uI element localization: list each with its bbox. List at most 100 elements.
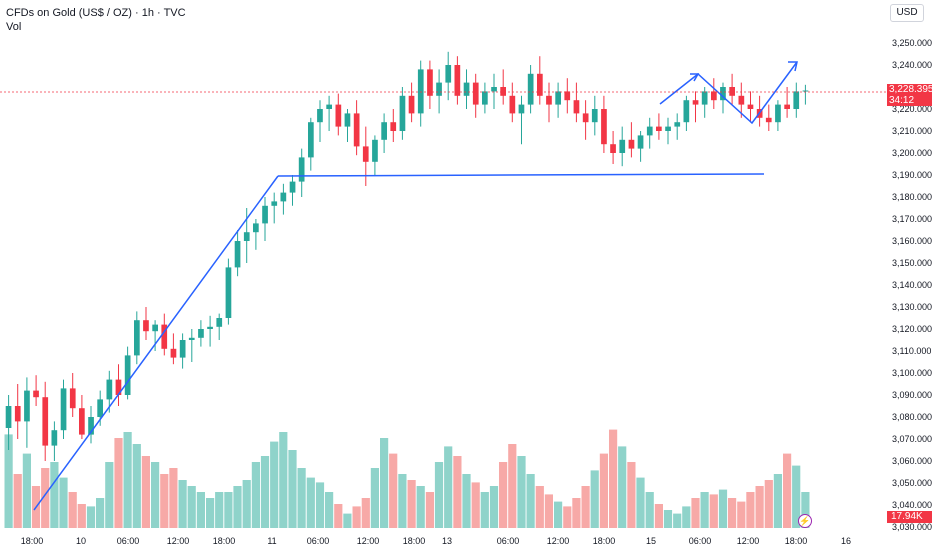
candle	[344, 109, 351, 142]
volume-bar	[370, 468, 379, 528]
time-tick-label: 11	[267, 536, 276, 546]
price-tick-label: 3,090.000	[892, 390, 932, 400]
volume-bar	[343, 513, 352, 528]
bar-countdown: 34:12	[889, 95, 915, 106]
candle	[234, 230, 241, 277]
volume-bar	[178, 480, 187, 528]
volume-bar	[361, 498, 370, 528]
candle	[610, 131, 616, 164]
candle	[546, 82, 552, 123]
candle	[601, 95, 607, 153]
candle	[518, 95, 525, 145]
time-axis[interactable]: 18:00 10 06:00 12:00 18:00 11 06:00 12:00 18:00 1…	[21, 536, 851, 546]
zigzag-projection[interactable]	[659, 61, 798, 125]
time-tick-label: 06:00	[497, 536, 520, 546]
candle	[555, 82, 561, 118]
candle	[784, 87, 790, 118]
volume-bar	[682, 506, 691, 528]
candle	[51, 421, 58, 461]
price-axis[interactable]: 3,250.000 3,240.000 3,220.000 3,210.000 3,20…	[892, 38, 932, 532]
volume-bar	[764, 480, 773, 528]
volume-bar	[59, 477, 68, 528]
symbol-title[interactable]: CFDs on Gold (US$ / OZ) · 1h · TVC	[6, 7, 186, 19]
volume-bar	[315, 482, 325, 528]
volume-bar	[288, 450, 297, 528]
candle	[170, 333, 177, 365]
time-tick-label: 18:00	[21, 536, 44, 546]
candle	[656, 113, 662, 140]
price-tick-label: 3,250.000	[892, 38, 932, 48]
volume-bar	[599, 453, 608, 528]
candle	[188, 329, 195, 362]
price-tick-label: 3,240.000	[892, 60, 932, 70]
volume-bar	[13, 474, 22, 528]
volume-legend[interactable]: Vol	[6, 21, 22, 33]
volume-bar	[187, 486, 196, 528]
symbol-name: CFDs on Gold (US$ / OZ)	[6, 7, 132, 19]
volume-bar	[325, 492, 334, 528]
volume-bars	[4, 429, 810, 528]
candle	[134, 311, 140, 365]
candle	[537, 56, 543, 105]
candle	[253, 219, 259, 250]
source-label: TVC	[163, 7, 186, 19]
candle	[5, 395, 12, 450]
volume-bar	[334, 504, 343, 528]
lightning-icon[interactable]: ⚡	[798, 514, 812, 528]
volume-bar	[407, 480, 416, 528]
candle	[216, 313, 223, 340]
price-tick-label: 3,200.000	[892, 148, 932, 158]
candle	[527, 65, 534, 114]
candle	[756, 95, 763, 127]
volume-bar	[544, 494, 553, 528]
volume-bar	[700, 492, 709, 528]
volume-bar	[609, 429, 618, 528]
candle	[161, 313, 168, 356]
candle	[463, 69, 470, 109]
candle	[335, 93, 342, 136]
arrow-head-1	[690, 73, 700, 82]
price-tick-label: 3,140.000	[892, 280, 932, 290]
candle	[399, 87, 406, 140]
candle	[372, 135, 378, 175]
candle	[390, 109, 397, 142]
price-tick-label: 3,210.000	[892, 126, 932, 136]
candle	[729, 73, 735, 105]
volume-bar	[224, 492, 233, 528]
candle	[298, 148, 305, 197]
time-tick-label: 10	[76, 536, 86, 546]
support-line[interactable]	[277, 173, 765, 177]
price-tick-label: 3,170.000	[892, 214, 932, 224]
volume-bar	[590, 470, 599, 528]
candle	[674, 113, 681, 140]
currency-button[interactable]: USD	[890, 4, 924, 22]
interval-label: 1h	[141, 7, 154, 19]
volume-bar	[535, 486, 544, 528]
volume-bar	[618, 446, 627, 528]
price-tick-label: 3,060.000	[892, 456, 932, 466]
volume-bar	[581, 486, 590, 528]
last-price-value: 3,228.395	[889, 84, 932, 95]
price-tick-label: 3,030.000	[892, 522, 932, 532]
volume-bar	[242, 480, 251, 528]
volume-bar	[627, 462, 636, 528]
volume-bar	[755, 486, 764, 528]
price-tick-label: 3,190.000	[892, 170, 932, 180]
candle	[115, 364, 122, 406]
candle	[69, 373, 76, 417]
time-tick-label: 13	[442, 536, 452, 546]
time-tick-label: 16	[841, 536, 851, 546]
candle	[408, 82, 415, 123]
uptrend-line[interactable]	[33, 175, 279, 511]
price-tick-label: 3,130.000	[892, 302, 932, 312]
time-tick-label: 06:00	[689, 536, 712, 546]
volume-bar	[389, 453, 398, 528]
candle	[765, 104, 772, 131]
price-tick-label: 3,150.000	[892, 258, 932, 268]
last-price-badge: 3,228.395 34:12	[887, 84, 932, 106]
trend-drawings[interactable]	[33, 61, 798, 511]
volume-bar	[306, 477, 315, 528]
candle	[482, 82, 488, 114]
